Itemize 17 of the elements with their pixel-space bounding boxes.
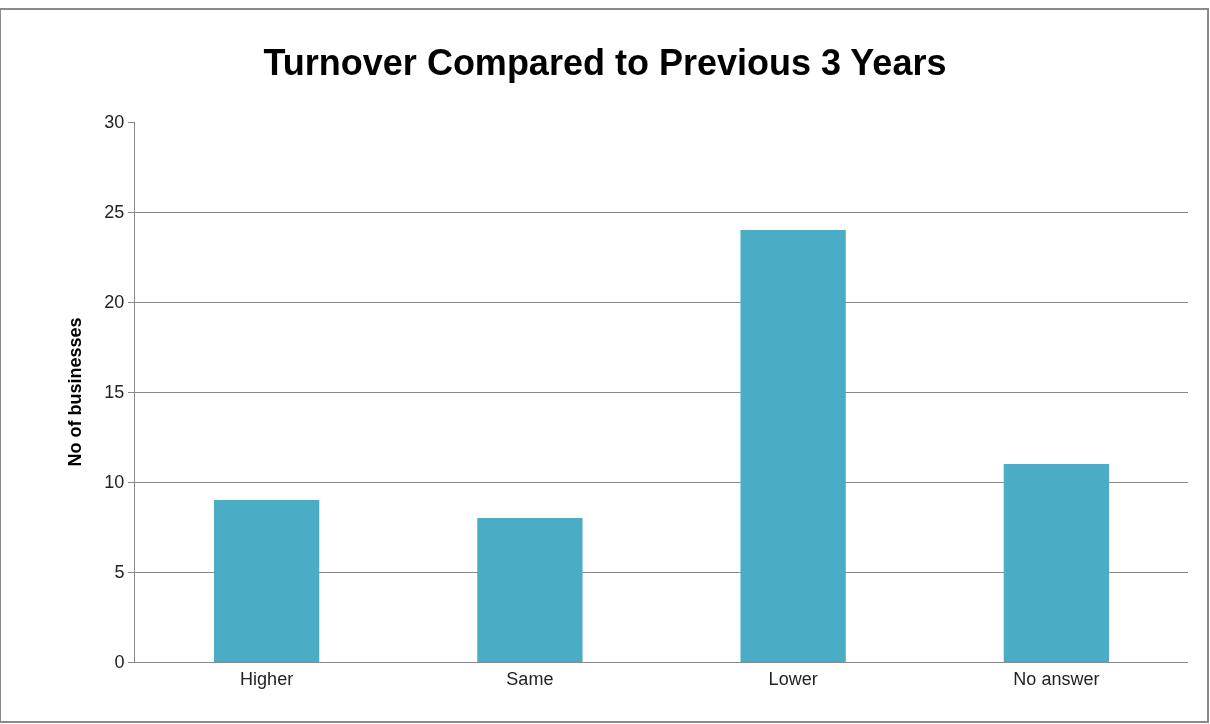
y-tick-label: 15: [104, 382, 125, 403]
bar: [1003, 464, 1110, 662]
x-tick-label: Lower: [768, 668, 818, 689]
bar: [213, 500, 320, 662]
bar: [740, 230, 846, 662]
y-tick-label: 30: [104, 112, 125, 133]
x-tick-label: Higher: [240, 668, 294, 689]
y-tick-label: 0: [114, 652, 125, 673]
bar: [477, 518, 583, 662]
y-tick-label: 10: [104, 472, 125, 493]
x-tick-label: No answer: [1013, 668, 1100, 689]
chart-title: Turnover Compared to Previous 3 Years: [263, 41, 947, 83]
y-tick-label: 25: [104, 202, 125, 223]
y-tick-label: 20: [104, 292, 125, 313]
y-tick-label: 5: [114, 562, 125, 583]
y-axis-title: No of businesses: [64, 317, 85, 467]
x-tick-label: Same: [506, 668, 554, 689]
